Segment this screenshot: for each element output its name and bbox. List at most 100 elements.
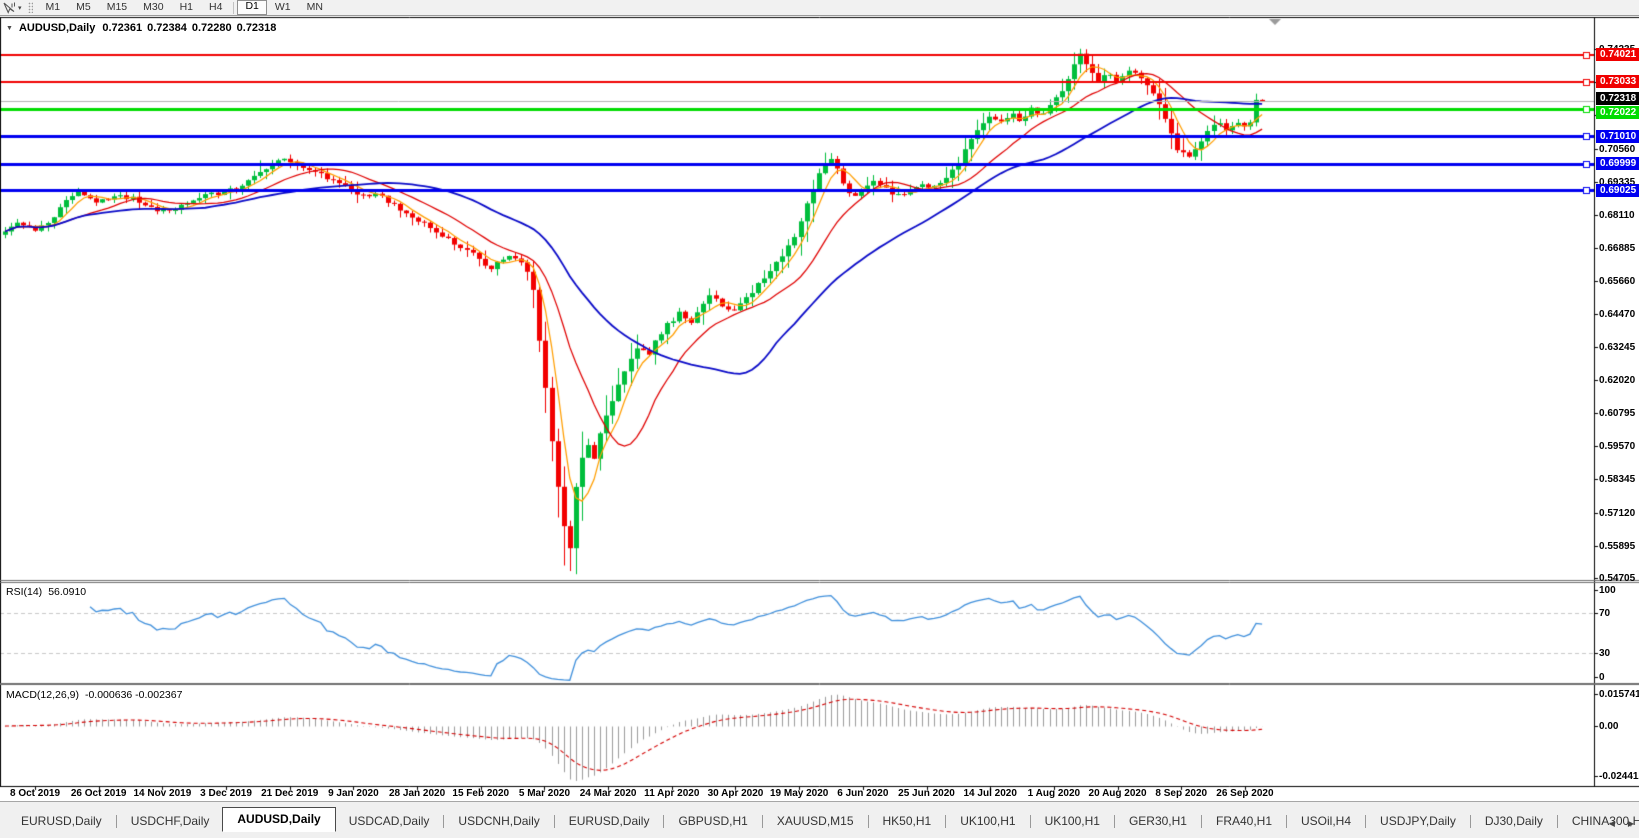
tab-scroll-left-icon[interactable]: ◀	[1608, 819, 1615, 828]
chart-tab-fra40-h1[interactable]: FRA40,H1	[1215, 814, 1273, 828]
price-tick-label: 0.69335	[1599, 176, 1636, 188]
date-axis[interactable]: 8 Oct 2019 26 Oct 2019 14 Nov 2019 3 Dec 20…	[0, 787, 1594, 801]
timeframe-button-mn[interactable]: MN	[306, 1, 323, 13]
chart-tab-china300-h1[interactable]: CHINA300,H1	[1571, 814, 1639, 828]
tab-divider	[1469, 815, 1471, 828]
tab-divider	[1113, 815, 1115, 828]
price-tick-label: 0.59570	[1599, 441, 1636, 453]
date-label: 14 Jul 2020	[963, 788, 1017, 799]
date-label: 8 Oct 2019	[9, 788, 61, 799]
tab-divider	[553, 815, 555, 828]
date-label: 15 Feb 2020	[452, 788, 510, 799]
chart-tab-bar: EURUSD,Daily USDCHF,Daily AUDUSD,Daily USDC…	[0, 801, 1639, 838]
chart-tab-usdchf-daily[interactable]: USDCHF,Daily	[130, 814, 210, 828]
price-tick-label: 0.62020	[1599, 374, 1636, 386]
price-tick-label: 0.66885	[1599, 243, 1636, 255]
date-label: 25 Jun 2020	[898, 788, 955, 799]
tab-divider	[867, 815, 869, 828]
rsi-axis-label: 100	[1599, 585, 1616, 596]
price-tick-label: 0.64470	[1599, 308, 1636, 320]
date-label: 6 Jun 2020	[837, 788, 889, 799]
tab-divider	[1365, 815, 1367, 828]
macd-axis-label: 0.015741	[1599, 689, 1639, 700]
window-menu-triangle-icon: ▼	[6, 24, 13, 32]
price-tick-label: 0.57120	[1599, 507, 1636, 519]
price-tick-label: 0.65660	[1599, 276, 1636, 288]
chart-tab-usdcnh-daily[interactable]: USDCNH,Daily	[458, 814, 540, 828]
price-tick-label: 0.55895	[1599, 540, 1636, 552]
price-tick-label: 0.70560	[1599, 143, 1636, 155]
chart-tab-eurusd-daily[interactable]: EURUSD,Daily	[21, 814, 102, 828]
tab-divider	[761, 815, 763, 828]
hline-price-label[interactable]: 0.71010	[1596, 129, 1639, 143]
chart-symbol-period: AUDUSD,Daily	[18, 22, 96, 34]
hline-price-label[interactable]: 0.73033	[1596, 75, 1639, 89]
timeframe-button-d1[interactable]: D1	[237, 0, 267, 15]
hline-price-label[interactable]: 0.74021	[1596, 48, 1639, 62]
chart-tab-dj30-daily[interactable]: DJ30,Daily	[1484, 814, 1543, 828]
price-tick-label: 0.68110	[1599, 210, 1635, 221]
tab-divider	[1029, 815, 1031, 828]
tab-divider	[1200, 815, 1202, 828]
chart-tabs: EURUSD,Daily USDCHF,Daily AUDUSD,Daily USDC…	[8, 807, 1639, 832]
rsi-axis-label: 70	[1599, 608, 1611, 619]
chart-tab-usoil-h4[interactable]: USOil,H4	[1301, 814, 1352, 828]
tab-divider	[1286, 815, 1288, 828]
date-label: 26 Oct 2019	[70, 788, 127, 799]
date-label: 24 Mar 2020	[579, 788, 637, 799]
timeframe-button-m15[interactable]: M15	[106, 1, 128, 13]
rsi-axis-label: 0	[1599, 672, 1605, 683]
chart-tab-uk100-h1[interactable]: UK100,H1	[1044, 814, 1100, 828]
cursor-tool-button[interactable]: ▾	[0, 1, 25, 14]
rsi-name: RSI(14)	[6, 586, 43, 598]
price-tick-label: 0.58345	[1599, 474, 1636, 486]
price-axis[interactable]: 0.742350.730100.717850.705600.693350.681…	[1594, 18, 1639, 786]
tab-scroll-right-icon[interactable]: ▶	[1627, 819, 1634, 828]
timeframe-button-m1[interactable]: M1	[45, 1, 61, 13]
tab-divider	[945, 815, 947, 828]
chart-window-title: ▼ AUDUSD,Daily 0.72361 0.72384 0.72280 0…	[6, 22, 276, 34]
timeframe-button-m30[interactable]: M30	[143, 1, 164, 13]
timeframe-button-w1[interactable]: W1	[274, 1, 291, 13]
timeframe-toolbar: ▾ M1 M5 M15 M30 H1 H4 D1 W1 MN	[0, 0, 1639, 16]
timeframe-button-h4[interactable]: H4	[209, 1, 223, 13]
toolbar-drag-grip[interactable]	[27, 2, 33, 13]
chart-tab-usdjpy-daily[interactable]: USDJPY,Daily	[1380, 814, 1456, 828]
chart-tab-ger30-h1[interactable]: GER30,H1	[1128, 814, 1187, 828]
date-label: 9 Jan 2020	[328, 788, 379, 799]
date-label: 5 Mar 2020	[518, 788, 571, 799]
chart-tab-eurusd-daily[interactable]: EURUSD,Daily	[568, 814, 650, 828]
rsi-axis-label: 30	[1599, 648, 1611, 659]
timeframe-buttons: M1 M5 M15 M30 H1 H4 D1 W1 MN	[38, 0, 331, 15]
price-tick-label: 0.63245	[1599, 341, 1636, 353]
hline-price-label[interactable]: 0.69025	[1596, 183, 1639, 197]
price-tick-label: 0.60795	[1599, 408, 1636, 420]
chart-tab-audusd-daily[interactable]: AUDUSD,Daily	[222, 807, 336, 832]
date-label: 14 Nov 2019	[133, 788, 192, 799]
ohlc-low: 0.72280	[191, 22, 232, 34]
hline-price-label[interactable]: 0.69999	[1596, 157, 1639, 171]
tab-divider	[115, 815, 117, 828]
chart-tab-usdcad-daily[interactable]: USDCAD,Daily	[348, 814, 430, 828]
timeframe-button-h1[interactable]: H1	[179, 1, 194, 13]
ohlc-high: 0.72384	[147, 22, 187, 34]
date-label: 30 Apr 2020	[707, 788, 764, 799]
price-tick-label: 0.54705	[1599, 572, 1636, 584]
rsi-value: 56.0910	[48, 586, 87, 598]
date-label: 21 Dec 2019	[261, 788, 319, 799]
current-price-label: 0.72318	[1596, 91, 1639, 105]
chart-tab-hk50-h1[interactable]: HK50,H1	[882, 814, 932, 828]
date-label: 28 Jan 2020	[388, 788, 446, 799]
ohlc-open: 0.72361	[102, 22, 143, 34]
macd-indicator-label: MACD(12,26,9) -0.000636 -0.002367	[6, 689, 182, 701]
toolbar-separator	[233, 1, 235, 14]
chart-tab-xauusd-m15[interactable]: XAUUSD,M15	[776, 814, 854, 828]
chart-tab-gbpusd-h1[interactable]: GBPUSD,H1	[678, 814, 748, 828]
tab-divider	[443, 815, 445, 828]
hline-price-label[interactable]: 0.72022	[1596, 105, 1639, 119]
timeframe-button-m5[interactable]: M5	[76, 1, 91, 13]
chart-tab-uk100-h1[interactable]: UK100,H1	[960, 814, 1016, 828]
tab-divider	[1556, 815, 1558, 828]
